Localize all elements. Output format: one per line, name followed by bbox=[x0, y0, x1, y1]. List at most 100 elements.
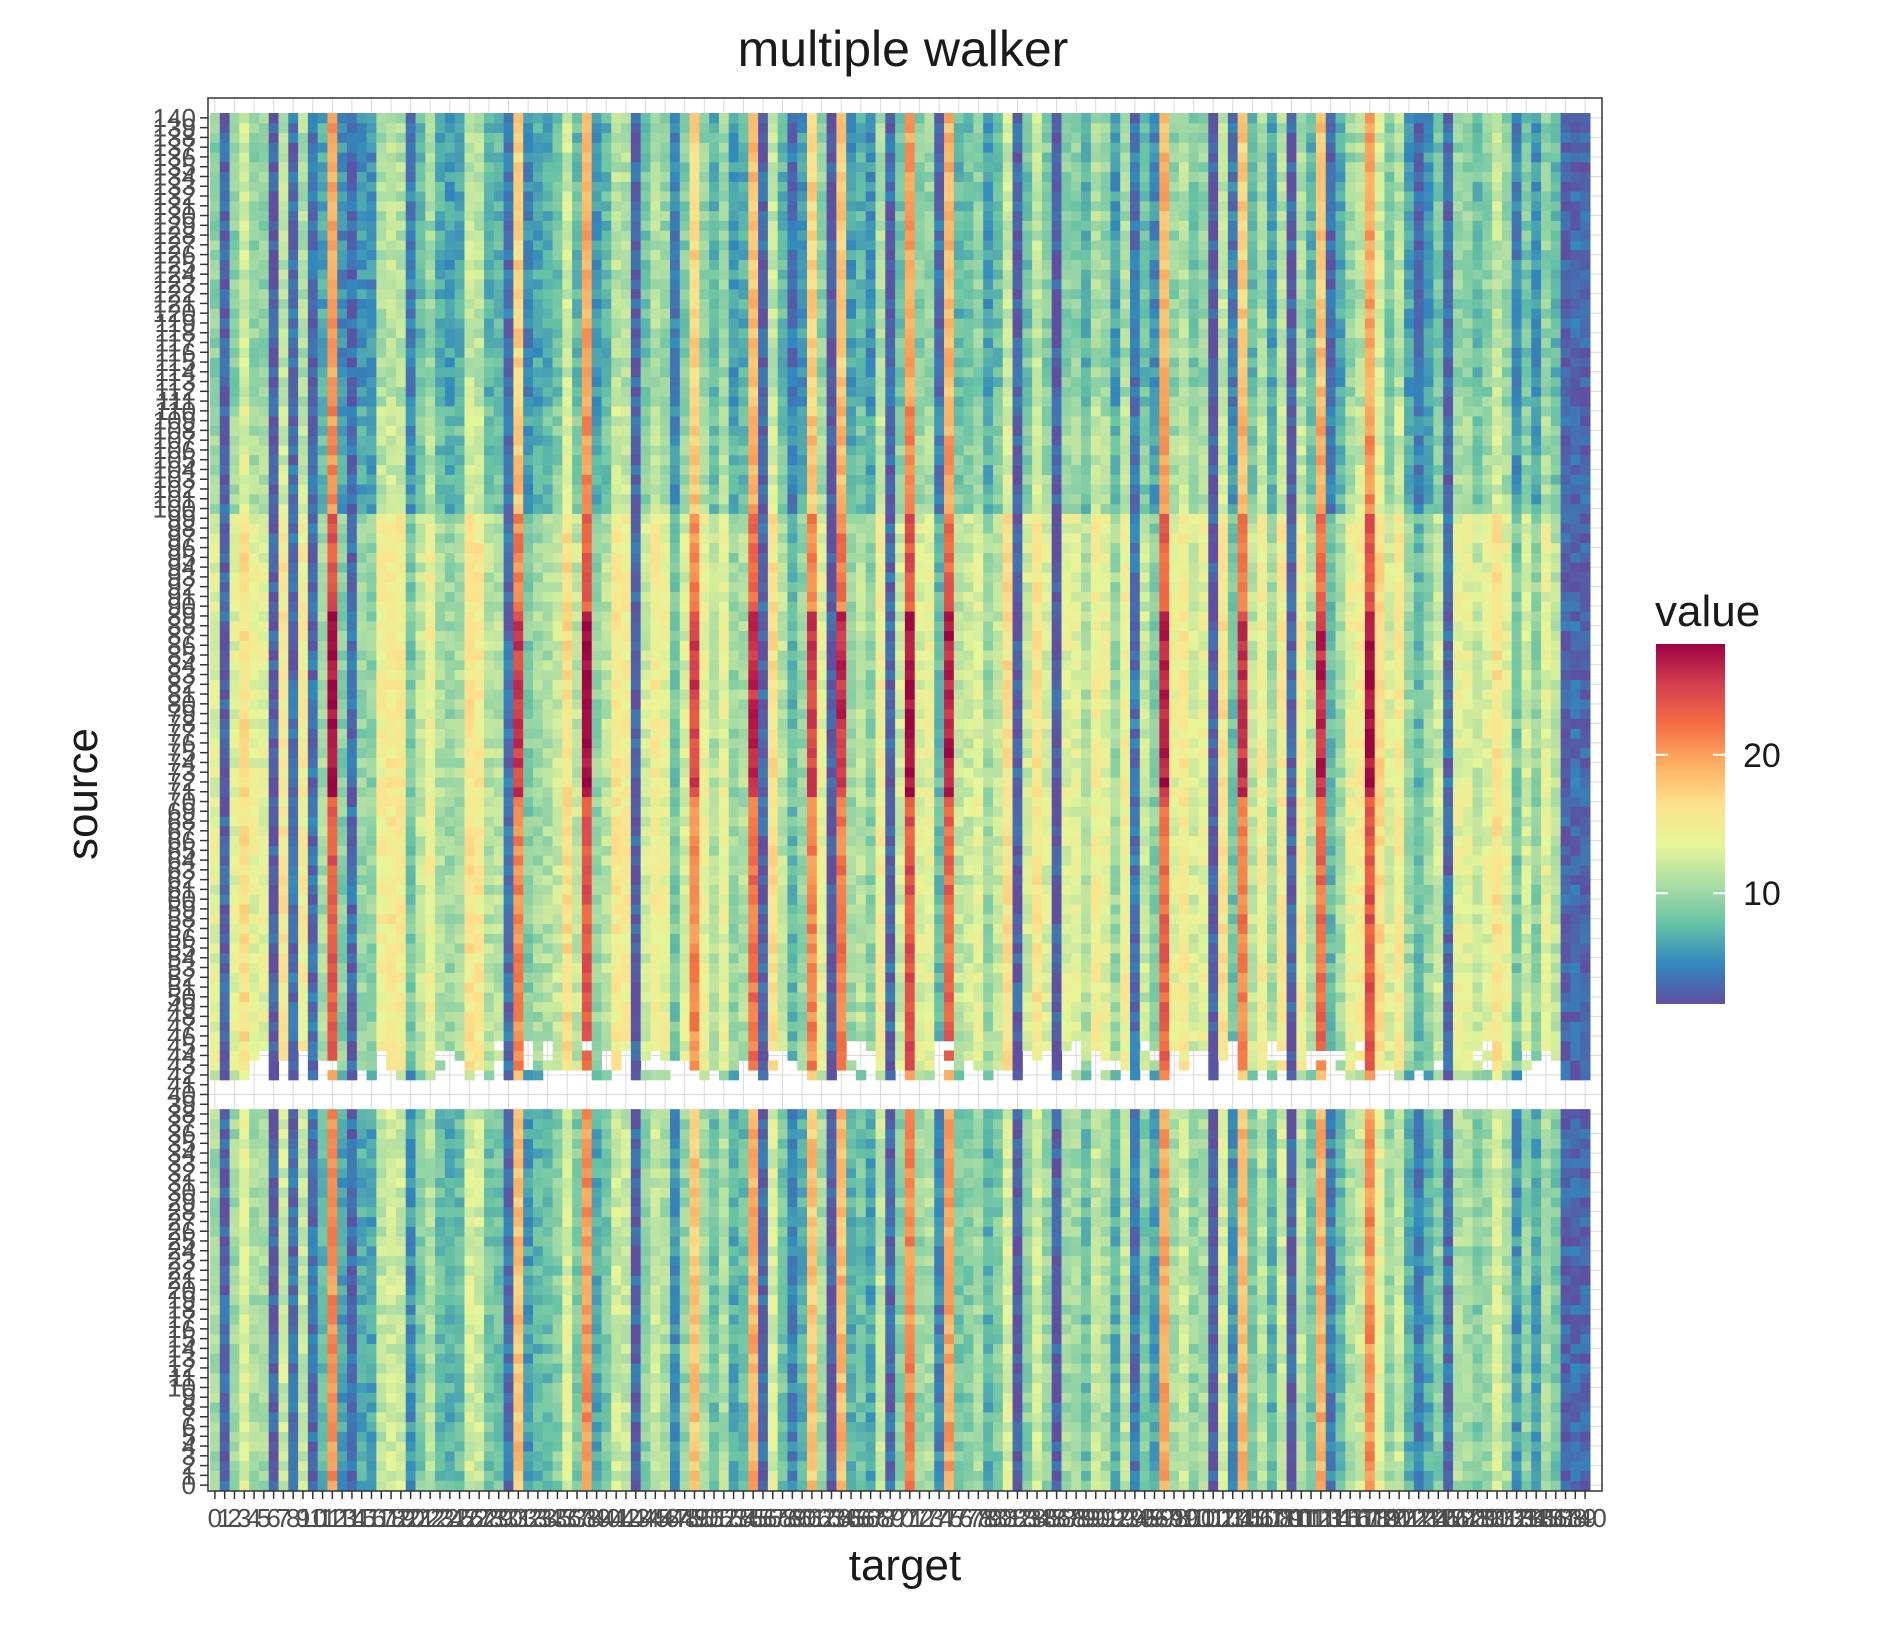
heatmap-cell bbox=[220, 1480, 230, 1490]
heatmap-cell bbox=[347, 1353, 357, 1363]
heatmap-cell bbox=[455, 1470, 465, 1480]
heatmap-cell bbox=[474, 426, 484, 436]
heatmap-cell bbox=[230, 875, 240, 885]
heatmap-cell bbox=[220, 1217, 230, 1227]
heatmap-cell bbox=[543, 621, 553, 631]
heatmap-cell bbox=[220, 992, 230, 1002]
heatmap-cell bbox=[474, 1470, 484, 1480]
heatmap-cell bbox=[464, 631, 474, 641]
heatmap-cell bbox=[386, 728, 396, 738]
heatmap-cell bbox=[230, 1051, 240, 1061]
heatmap-cell bbox=[474, 474, 484, 484]
heatmap-cell bbox=[406, 1226, 416, 1236]
heatmap-cell bbox=[445, 845, 455, 855]
heatmap-cell bbox=[513, 201, 523, 211]
heatmap-cell bbox=[210, 1344, 220, 1354]
heatmap-cell bbox=[298, 172, 308, 182]
heatmap-cell bbox=[308, 1334, 318, 1344]
heatmap-cell bbox=[347, 816, 357, 826]
heatmap-cell bbox=[494, 1002, 504, 1012]
heatmap-cell bbox=[416, 1031, 426, 1041]
heatmap-cell bbox=[513, 1363, 523, 1373]
heatmap-cell bbox=[298, 299, 308, 309]
heatmap-cell bbox=[484, 289, 494, 299]
heatmap-cell bbox=[523, 689, 533, 699]
heatmap-cell bbox=[220, 445, 230, 455]
heatmap-cell bbox=[464, 386, 474, 396]
heatmap-cell bbox=[249, 504, 259, 514]
heatmap-cell bbox=[249, 1422, 259, 1432]
heatmap-cell bbox=[553, 1461, 563, 1471]
heatmap-cell bbox=[464, 1461, 474, 1471]
heatmap-cell bbox=[367, 758, 377, 768]
heatmap-cell bbox=[327, 377, 337, 387]
heatmap-cell bbox=[230, 963, 240, 973]
heatmap-cell bbox=[259, 494, 269, 504]
heatmap-cell bbox=[376, 201, 386, 211]
heatmap-cell bbox=[318, 797, 328, 807]
heatmap-cell bbox=[474, 484, 484, 494]
heatmap-cell bbox=[513, 1265, 523, 1275]
heatmap-cell bbox=[504, 621, 514, 631]
heatmap-cell bbox=[416, 1041, 426, 1051]
heatmap-cell bbox=[445, 455, 455, 465]
heatmap-cell bbox=[279, 1051, 289, 1061]
heatmap-cell bbox=[308, 797, 318, 807]
heatmap-cell bbox=[435, 211, 445, 221]
heatmap-cell bbox=[230, 318, 240, 328]
heatmap-cell bbox=[406, 396, 416, 406]
heatmap-cell bbox=[249, 836, 259, 846]
heatmap-cell bbox=[533, 1011, 543, 1021]
heatmap-cell bbox=[269, 113, 279, 123]
heatmap-cell bbox=[464, 1021, 474, 1031]
heatmap-cell bbox=[543, 592, 553, 602]
heatmap-cell bbox=[230, 1304, 240, 1314]
heatmap-cell bbox=[406, 426, 416, 436]
heatmap-cell bbox=[406, 474, 416, 484]
heatmap-cell bbox=[425, 1197, 435, 1207]
heatmap-cell bbox=[308, 1314, 318, 1324]
heatmap-cell bbox=[445, 367, 455, 377]
heatmap-cell bbox=[288, 426, 298, 436]
heatmap-cell bbox=[327, 806, 337, 816]
heatmap-cell bbox=[288, 377, 298, 387]
heatmap-cell bbox=[367, 426, 377, 436]
heatmap-cell bbox=[513, 1373, 523, 1383]
heatmap-cell bbox=[523, 1002, 533, 1012]
heatmap-cell bbox=[474, 504, 484, 514]
heatmap-cell bbox=[376, 1158, 386, 1168]
heatmap-cell bbox=[376, 660, 386, 670]
heatmap-cell bbox=[376, 513, 386, 523]
heatmap-cell bbox=[474, 162, 484, 172]
heatmap-cell bbox=[553, 1226, 563, 1236]
heatmap-cell bbox=[484, 1187, 494, 1197]
heatmap-cell bbox=[513, 142, 523, 152]
heatmap-cell bbox=[396, 533, 406, 543]
heatmap-cell bbox=[474, 894, 484, 904]
heatmap-cell bbox=[533, 552, 543, 562]
heatmap-cell bbox=[259, 1148, 269, 1158]
heatmap-cell bbox=[474, 357, 484, 367]
heatmap-cell bbox=[455, 1383, 465, 1393]
heatmap-cell bbox=[386, 1441, 396, 1451]
heatmap-cell bbox=[533, 367, 543, 377]
heatmap-cell bbox=[259, 455, 269, 465]
heatmap-cell bbox=[220, 484, 230, 494]
heatmap-cell bbox=[523, 1441, 533, 1451]
heatmap-cell bbox=[298, 455, 308, 465]
heatmap-cell bbox=[357, 142, 367, 152]
heatmap-cell bbox=[474, 1197, 484, 1207]
heatmap-cell bbox=[513, 1480, 523, 1490]
heatmap-cell bbox=[406, 523, 416, 533]
heatmap-cell bbox=[347, 543, 357, 553]
heatmap-cell bbox=[425, 1470, 435, 1480]
heatmap-cell bbox=[553, 1158, 563, 1168]
heatmap-cell bbox=[230, 240, 240, 250]
heatmap-cell bbox=[396, 484, 406, 494]
heatmap-cell bbox=[367, 728, 377, 738]
heatmap-cell bbox=[259, 543, 269, 553]
heatmap-cell bbox=[464, 1256, 474, 1266]
heatmap-cell bbox=[445, 816, 455, 826]
heatmap-cell bbox=[494, 1392, 504, 1402]
